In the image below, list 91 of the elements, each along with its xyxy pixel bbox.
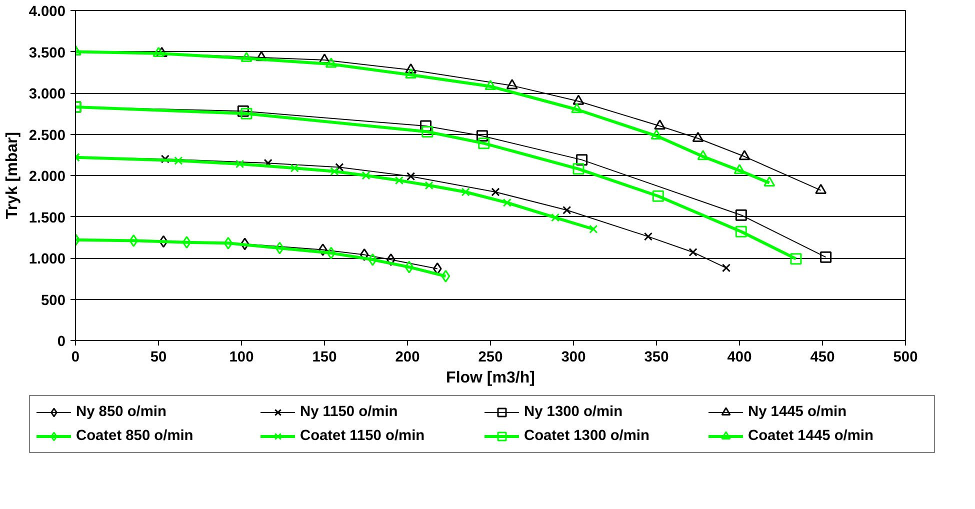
point bbox=[734, 164, 746, 174]
legend-label: Coatet 1150 o/min bbox=[300, 428, 426, 444]
point bbox=[318, 53, 330, 64]
point bbox=[160, 154, 170, 164]
x-tick-label: 250 bbox=[478, 350, 503, 366]
point bbox=[290, 164, 299, 172]
point bbox=[224, 236, 233, 250]
y-tick-label: 0 bbox=[57, 334, 66, 350]
y-tick-label: 2.500 bbox=[28, 128, 66, 144]
point bbox=[735, 209, 747, 221]
point bbox=[790, 253, 802, 265]
y-tick-label: 1.000 bbox=[28, 252, 66, 268]
point bbox=[562, 206, 572, 214]
x-tick-label: 500 bbox=[893, 350, 918, 366]
point bbox=[484, 80, 496, 90]
point bbox=[502, 198, 512, 208]
point bbox=[386, 253, 396, 266]
point bbox=[571, 102, 583, 114]
point bbox=[697, 150, 709, 160]
point bbox=[572, 163, 584, 175]
point bbox=[654, 119, 666, 130]
x-axis-title: Flow [m3/h] bbox=[446, 370, 535, 386]
point bbox=[576, 154, 588, 166]
point bbox=[240, 238, 250, 250]
x-tick-label: 300 bbox=[561, 350, 586, 366]
x-tick-label: 50 bbox=[150, 350, 167, 366]
point bbox=[360, 248, 369, 261]
legend-label: Ny 850 o/min bbox=[76, 404, 168, 420]
legend-label: Ny 1150 o/min bbox=[300, 404, 399, 420]
y-axis-title: Tryk [mbar] bbox=[4, 132, 21, 220]
y-tick-label: 1.500 bbox=[28, 210, 66, 226]
point bbox=[478, 138, 490, 150]
point bbox=[491, 188, 500, 196]
x-tick-label: 150 bbox=[312, 350, 337, 366]
point bbox=[152, 46, 164, 58]
legend-label: Coatet 1445 o/min bbox=[748, 428, 874, 444]
point bbox=[237, 105, 249, 117]
x-tick-label: 400 bbox=[727, 350, 752, 366]
point bbox=[589, 224, 598, 234]
x-tick-label: 100 bbox=[229, 350, 254, 366]
point bbox=[650, 129, 662, 140]
legend-label: Coatet 1300 o/min bbox=[524, 428, 650, 444]
legend-label: Ny 1300 o/min bbox=[524, 404, 624, 420]
x-tick-label: 350 bbox=[644, 350, 669, 366]
y-tick-label: 2.000 bbox=[28, 169, 66, 185]
point bbox=[174, 156, 183, 165]
point bbox=[764, 176, 776, 187]
point bbox=[129, 234, 138, 247]
point bbox=[735, 226, 747, 238]
point bbox=[476, 130, 488, 142]
point bbox=[236, 160, 244, 168]
legend-label: Coatet 850 o/min bbox=[76, 428, 194, 444]
point bbox=[688, 248, 698, 257]
point bbox=[424, 181, 434, 190]
x-tick-label: 450 bbox=[810, 350, 835, 366]
point bbox=[404, 260, 414, 274]
point bbox=[738, 150, 750, 160]
y-tick-label: 3.500 bbox=[28, 45, 66, 62]
point bbox=[506, 79, 518, 90]
point bbox=[815, 184, 827, 194]
point bbox=[362, 171, 370, 180]
y-tick-label: 4.000 bbox=[28, 4, 66, 20]
point bbox=[325, 58, 337, 68]
point bbox=[422, 126, 434, 138]
point bbox=[572, 94, 584, 105]
point bbox=[461, 188, 470, 196]
x-tick-label: 200 bbox=[395, 350, 420, 366]
point bbox=[182, 236, 192, 249]
y-tick-label: 500 bbox=[41, 292, 66, 309]
point bbox=[652, 190, 664, 202]
point bbox=[318, 244, 328, 256]
y-tick-label: 3.000 bbox=[28, 86, 66, 102]
point bbox=[326, 246, 336, 260]
point bbox=[406, 172, 416, 181]
point bbox=[441, 270, 450, 282]
x-tick-label: 0 bbox=[71, 350, 80, 366]
point bbox=[692, 132, 704, 142]
point bbox=[275, 242, 284, 254]
point bbox=[368, 253, 378, 266]
point bbox=[722, 264, 731, 272]
point bbox=[405, 63, 417, 74]
point bbox=[644, 232, 652, 241]
point bbox=[240, 52, 252, 62]
point bbox=[240, 108, 252, 120]
point bbox=[550, 213, 560, 222]
point bbox=[335, 162, 344, 172]
legend-label: Ny 1445 o/min bbox=[748, 404, 848, 420]
point bbox=[405, 68, 417, 78]
point bbox=[820, 251, 832, 263]
point bbox=[394, 176, 404, 185]
point bbox=[330, 167, 339, 176]
